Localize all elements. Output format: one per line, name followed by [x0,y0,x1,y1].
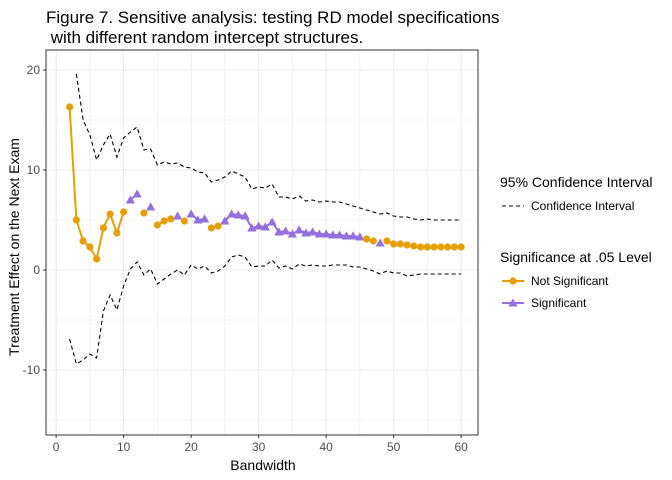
panel-border [45,49,479,436]
not-significant-point [153,221,161,229]
significant-point [287,229,297,238]
not-significant-point [437,243,445,251]
not-significant-point [457,243,465,251]
ci-upper-line [75,73,462,221]
x-tick-label: 30 [252,440,266,454]
not-significant-point [66,103,74,111]
x-tick-label: 60 [454,440,468,454]
not-significant-point [396,240,404,248]
legend-significant-label: Significant [531,296,587,310]
not-significant-point [417,243,425,251]
not-significant-point [180,217,188,225]
y-tick-label: 20 [27,63,41,77]
chart-title-line-2: with different random intercept structur… [46,28,363,47]
significant-point [375,238,385,247]
significant-point [220,216,230,225]
legend-not-significant-label: Not Significant [531,274,609,288]
not-significant-point [120,208,128,216]
not-significant-point [214,222,222,230]
not-significant-point [403,241,411,249]
significant-point [267,217,277,226]
significant-point [233,210,243,219]
significant-point [132,189,142,198]
legend-not-significant-key [502,277,524,285]
significant-point [341,231,351,240]
significant-point [308,227,318,236]
not-significant-point [140,209,148,217]
x-tick-label: 10 [117,440,131,454]
significant-point [146,202,156,211]
not-significant-point [383,237,391,245]
y-axis-ticks: -10 0 10 20 [23,63,46,377]
significant-point [314,229,324,238]
x-tick-label: 50 [387,440,401,454]
not-significant-point [363,235,371,243]
legend-significant-marker [508,298,518,307]
x-axis-title: Bandwidth [230,457,295,473]
not-significant-point [93,255,101,263]
not-significant-point [390,240,398,248]
significant-point [200,214,210,223]
legend: 95% Confidence Interval Confidence Inter… [500,174,653,310]
y-tick-label: 10 [27,163,41,177]
not-significant-point [72,216,80,224]
not-significant-point [79,237,87,245]
x-tick-label: 20 [184,440,198,454]
significant-point [321,229,331,238]
significant-point [125,195,135,204]
ci-lower-line [69,254,462,365]
significant-point [294,225,304,234]
estimate-points [66,103,465,263]
not-significant-point [410,242,418,250]
significant-point [173,211,183,220]
x-tick-label: 40 [319,440,333,454]
not-significant-point [86,243,94,251]
x-tick-label: 0 [53,440,60,454]
not-significant-point [369,237,377,245]
not-significant-point [167,215,175,223]
significant-point [227,209,237,218]
legend-sig-title: Significance at .05 Level [500,249,652,265]
not-significant-point [160,217,168,225]
significant-point [254,221,264,230]
y-tick-label: -10 [23,363,41,377]
significant-point [335,230,345,239]
significant-point [240,211,250,220]
not-significant-point [207,224,215,232]
significant-point [301,228,311,237]
confidence-interval-lines [69,73,462,365]
not-significant-point [430,243,438,251]
y-tick-label: 0 [33,263,40,277]
significant-point [348,231,358,240]
estimate-line [68,106,462,262]
significant-point [328,230,338,239]
grid-lines [46,50,478,435]
legend-not-significant-marker [509,277,517,285]
not-significant-point [444,243,452,251]
x-axis-ticks: 0 10 20 30 40 50 60 [53,435,468,454]
not-significant-point [113,229,121,237]
not-significant-point [423,243,431,251]
significant-point [260,222,270,231]
legend-ci-title: 95% Confidence Interval [500,174,653,190]
not-significant-point [450,243,458,251]
not-significant-point [106,210,114,218]
significant-point [274,227,284,236]
y-axis-title: Treatment Effect on the Next Exam [6,138,22,356]
significant-point [186,209,196,218]
legend-significant-key [502,298,524,307]
not-significant-point [99,224,107,232]
significant-point [193,215,203,224]
significant-point [355,232,365,241]
chart-title-line-1: Figure 7. Sensitive analysis: testing RD… [46,8,500,27]
significant-point [281,226,291,235]
legend-ci-label: Confidence Interval [531,199,634,213]
